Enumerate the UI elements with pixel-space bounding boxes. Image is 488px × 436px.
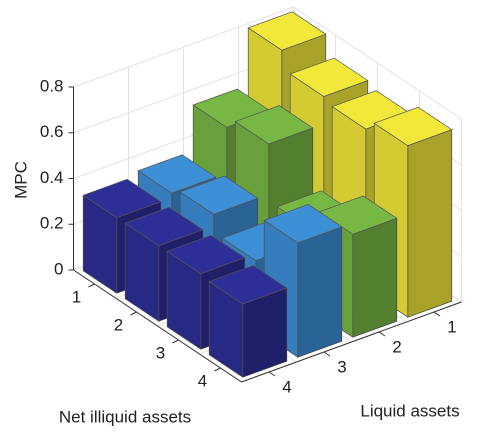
x-tick xyxy=(130,311,137,316)
y-tick xyxy=(323,351,331,357)
bar-face xyxy=(247,11,327,51)
y-axis-title: Liquid assets xyxy=(360,401,459,420)
bar-shade xyxy=(407,129,452,318)
x-axis-title: Net illiquid assets xyxy=(59,407,191,426)
y-tick xyxy=(268,371,276,377)
bar-shade xyxy=(297,226,342,358)
x-tick xyxy=(88,283,95,288)
z-tick-label: 0 xyxy=(54,259,63,278)
floor-axes xyxy=(73,269,462,383)
y-tick xyxy=(433,311,441,317)
x-tick-label: 2 xyxy=(114,315,123,334)
x-tick-label: 4 xyxy=(198,371,207,390)
bar-shade xyxy=(125,223,159,322)
y-tick-label: 1 xyxy=(447,317,456,336)
y-tick-label: 4 xyxy=(282,377,291,396)
z-axis-title: MPC xyxy=(11,161,30,199)
bar-face xyxy=(137,154,217,194)
bar-shade xyxy=(167,251,201,350)
bar-face xyxy=(373,106,453,147)
bar-face xyxy=(263,204,343,244)
bar-face xyxy=(166,234,246,275)
z-tick-label: 0.6 xyxy=(40,122,64,141)
z-tick-label: 0.8 xyxy=(40,76,64,95)
bar-shade xyxy=(83,195,117,294)
bar-face xyxy=(179,175,259,215)
bar-shade xyxy=(209,281,243,378)
x-tick xyxy=(172,339,179,344)
bar-face xyxy=(82,178,162,219)
bar-face xyxy=(289,57,369,97)
z-tick-label: 0.4 xyxy=(40,168,64,187)
x-tick xyxy=(214,367,221,372)
x-tick-label: 3 xyxy=(156,343,165,362)
bar-face xyxy=(208,265,288,305)
y-tick-label: 3 xyxy=(337,357,346,376)
bar-face xyxy=(124,206,204,247)
y-tick-label: 2 xyxy=(392,337,401,356)
z-tick-label: 0.2 xyxy=(40,214,64,233)
bar xyxy=(208,265,288,378)
bar-shade xyxy=(242,288,287,378)
y-tick xyxy=(378,331,386,337)
x-tick-label: 1 xyxy=(72,287,81,306)
bar-face xyxy=(234,105,314,145)
bar-shade xyxy=(352,218,397,338)
